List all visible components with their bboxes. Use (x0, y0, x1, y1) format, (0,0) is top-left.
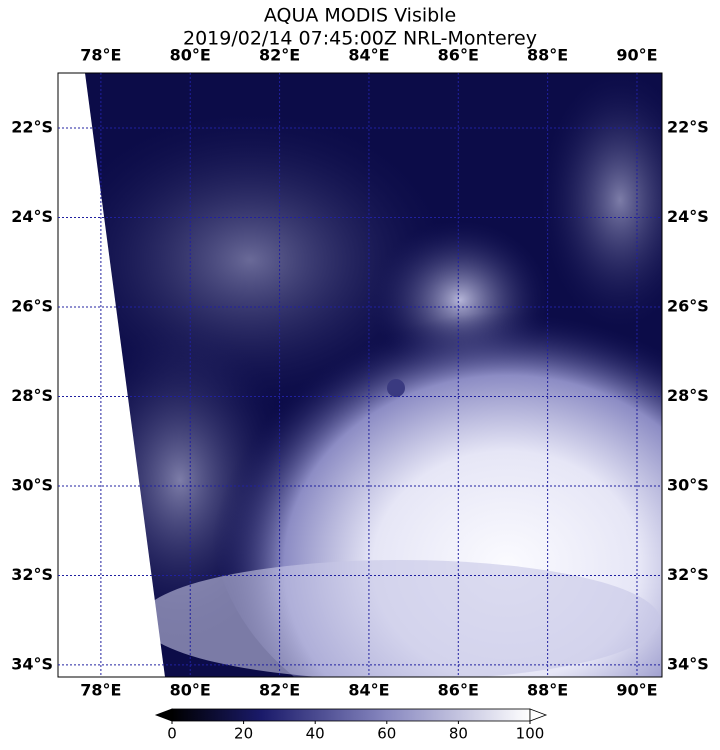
longitude-label: 78°E (80, 681, 121, 700)
latitude-label: 28°S (667, 386, 709, 405)
colorbar-tick-label: 20 (234, 725, 253, 743)
longitude-label: 86°E (438, 681, 479, 700)
satellite-image (58, 73, 662, 677)
longitude-label: 78°E (80, 46, 121, 65)
longitude-label: 90°E (616, 46, 657, 65)
latitude-label: 34°S (11, 654, 53, 673)
colorbar-tick-label: 100 (516, 725, 545, 743)
colorbar-extend-low (154, 708, 173, 722)
latitude-label: 30°S (11, 475, 53, 494)
latitude-label: 30°S (667, 475, 709, 494)
longitude-label: 88°E (527, 681, 568, 700)
longitude-label: 84°E (348, 681, 389, 700)
latitude-label: 28°S (11, 386, 53, 405)
colorbar-tick-label: 40 (306, 725, 325, 743)
subtitle: 2019/02/14 07:45:00Z NRL-Monterey (183, 28, 537, 50)
longitude-label: 82°E (259, 46, 300, 65)
title: AQUA MODIS Visible (264, 5, 456, 27)
longitude-label: 80°E (170, 681, 211, 700)
colorbar-tick-label: 80 (449, 725, 468, 743)
colorbar-extend-high (529, 708, 548, 722)
latitude-label: 32°S (667, 565, 709, 584)
latitude-label: 34°S (667, 654, 709, 673)
longitude-label: 90°E (616, 681, 657, 700)
map-frame (57, 72, 663, 678)
longitude-label: 88°E (527, 46, 568, 65)
longitude-label: 82°E (259, 681, 300, 700)
latitude-label: 32°S (11, 565, 53, 584)
latitude-label: 26°S (11, 296, 53, 315)
latitude-label: 24°S (11, 207, 53, 226)
latitude-label: 26°S (667, 296, 709, 315)
longitude-label: 80°E (170, 46, 211, 65)
latitude-label: 24°S (667, 207, 709, 226)
colorbar-tick-label: 60 (377, 725, 396, 743)
latitude-label: 22°S (667, 118, 709, 137)
colorbar-body (171, 708, 531, 722)
colorbar-tick-label: 0 (167, 725, 177, 743)
latitude-label: 22°S (11, 118, 53, 137)
longitude-label: 84°E (348, 46, 389, 65)
longitude-label: 86°E (438, 46, 479, 65)
